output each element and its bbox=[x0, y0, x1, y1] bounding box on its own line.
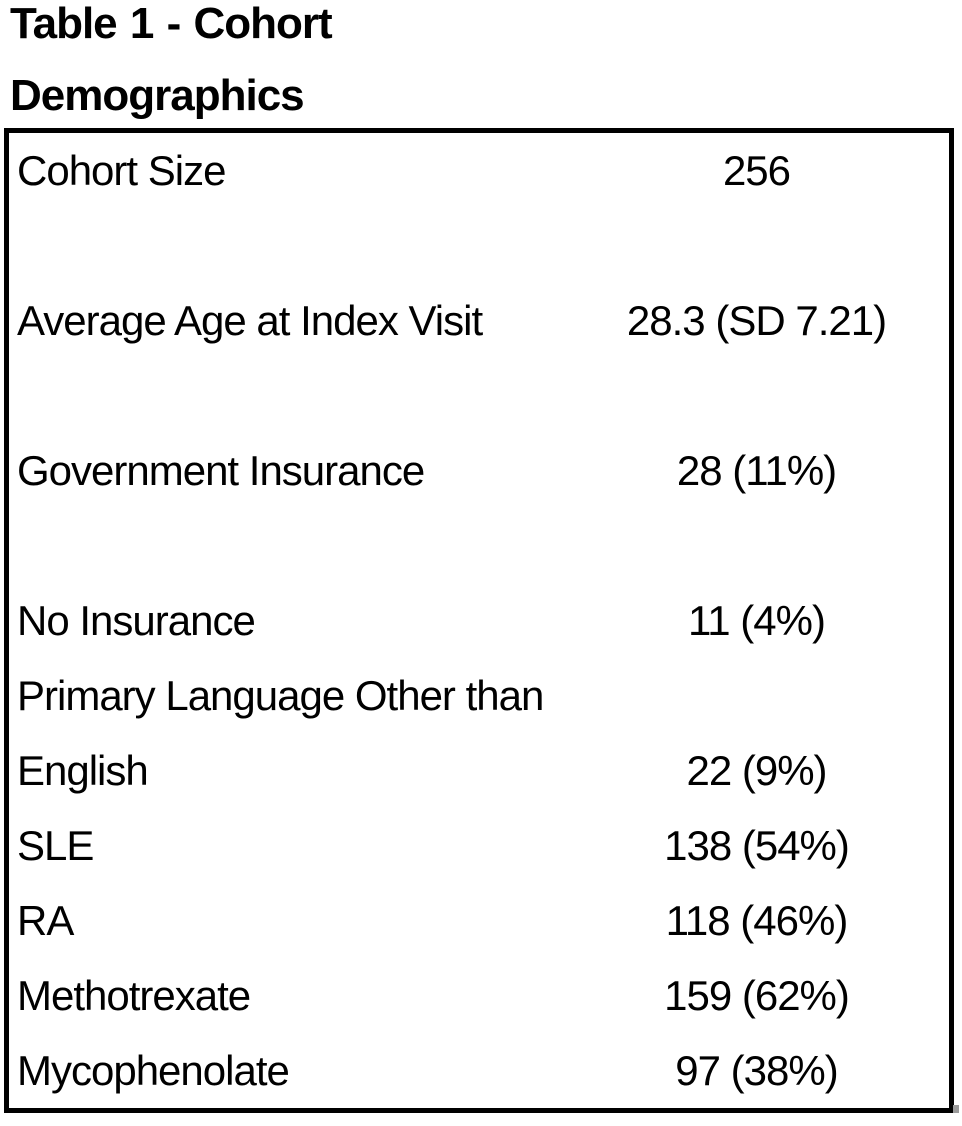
row-label: Primary Language Other than English bbox=[17, 672, 544, 794]
table-row-primary-language: Primary Language Other than English 22 (… bbox=[9, 658, 949, 808]
row-label: Mycophenolate bbox=[17, 1047, 290, 1094]
row-value: 256 bbox=[722, 147, 791, 194]
table-row-government-insurance: Government Insurance 28 (11%) bbox=[9, 433, 949, 583]
table-row-average-age: Average Age at Index Visit 28.3 (SD 7.21… bbox=[9, 283, 949, 433]
screenshot-corner-artifact bbox=[953, 1105, 959, 1113]
row-label: Government Insurance bbox=[17, 447, 425, 494]
row-value: 159 (62%) bbox=[664, 972, 850, 1019]
table-row-no-insurance: No Insurance 11 (4%) bbox=[9, 583, 949, 658]
row-label: Cohort Size bbox=[17, 147, 226, 194]
row-label: No Insurance bbox=[17, 597, 256, 644]
row-value: 22 (9%) bbox=[686, 747, 827, 794]
table-row-ra: RA 118 (46%) bbox=[9, 883, 949, 958]
row-label: Methotrexate bbox=[17, 972, 251, 1019]
row-label: Average Age at Index Visit bbox=[17, 297, 483, 344]
row-value: 138 (54%) bbox=[664, 822, 850, 869]
row-label: RA bbox=[17, 897, 74, 944]
demographics-table: Cohort Size 256 Average Age at Index Vis… bbox=[4, 128, 954, 1113]
row-label: SLE bbox=[17, 822, 94, 869]
row-value: 97 (38%) bbox=[675, 1047, 838, 1094]
table-row-sle: SLE 138 (54%) bbox=[9, 808, 949, 883]
row-value: 28 (11%) bbox=[676, 447, 837, 494]
row-value: 11 (4%) bbox=[688, 597, 826, 644]
table-row-mycophenolate: Mycophenolate 97 (38%) bbox=[9, 1033, 949, 1108]
page-title: Table 1 - Cohort Demographics bbox=[10, 0, 333, 120]
row-value: 118 (46%) bbox=[665, 897, 849, 944]
table-row-methotrexate: Methotrexate 159 (62%) bbox=[9, 958, 949, 1033]
table-row-cohort-size: Cohort Size 256 bbox=[9, 133, 949, 283]
row-value: 28.3 (SD 7.21) bbox=[626, 297, 887, 344]
